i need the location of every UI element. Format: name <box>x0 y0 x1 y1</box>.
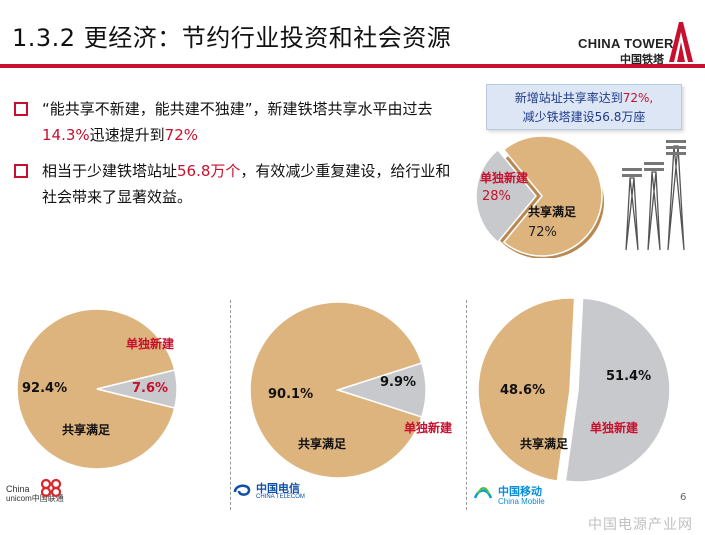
header-divider <box>0 64 705 68</box>
mobile-logo-text: China Mobile <box>498 497 545 506</box>
bullet-text: 迅速提升到 <box>89 126 165 144</box>
callout-text: 减少铁塔建设56.8万座 <box>522 110 646 124</box>
pie-slice <box>502 135 603 257</box>
pie-slice <box>16 308 176 470</box>
pie-value-label: 51.4% <box>606 369 651 384</box>
brand-name-cn: 中国铁塔 <box>620 53 664 66</box>
bullet-item: 相当于少建铁塔站址56.8万个，有效减少重复建设，给行业和社会带来了显著效益。 <box>12 158 452 210</box>
brand-name-en: CHINA TOWER <box>578 36 674 51</box>
pie-chart-telecom: 共享满足 单独新建 90.1% 9.9% <box>249 301 453 479</box>
bullet-text: “能共享不新建，能共建不独建”，新建铁塔共享水平由过去 <box>42 100 433 118</box>
mobile-wave-icon <box>473 487 493 499</box>
pie-category-label: 共享满足 <box>298 436 346 451</box>
china-tower-logo-icon <box>669 22 693 62</box>
page-title: 1.3.2 更经济：节约行业投资和社会资源 <box>12 24 452 52</box>
telecom-logo: 中国电信 CHINA TELECOM <box>232 478 342 508</box>
divider <box>230 300 231 510</box>
pie-value-label: 72% <box>528 225 557 240</box>
pie-chart-mobile: 共享满足 单独新建 48.6% 51.4% <box>477 297 671 483</box>
pie-value-label: 92.4% <box>22 381 67 396</box>
telecom-logo-text: 中国电信 <box>256 482 300 495</box>
mobile-logo: 中国移动 China Mobile <box>472 482 582 512</box>
pie-value-label: 48.6% <box>500 383 545 398</box>
bullet-list: “能共享不新建，能共建不独建”，新建铁塔共享水平由过去 14.3%迅速提升到72%… <box>12 96 452 220</box>
pie-category-label: 单独新建 <box>590 420 639 435</box>
pie-category-label: 单独新建 <box>126 336 175 351</box>
telecom-logo-text: CHINA TELECOM <box>256 494 305 500</box>
callout-box: 新增站址共享率达到72%, 减少铁塔建设56.8万座 <box>486 84 682 130</box>
callout-text: 新增站址共享率达到 <box>514 91 623 105</box>
bullet-text: 相当于少建铁塔站址 <box>42 162 178 180</box>
pie-value-label: 7.6% <box>132 381 168 396</box>
telecom-swirl-icon <box>233 484 251 496</box>
pie-category-label: 单独新建 <box>404 420 453 435</box>
unicom-knot-icon <box>40 478 62 498</box>
bullet-highlight: 72% <box>164 126 199 144</box>
bullet-box-icon <box>14 164 28 178</box>
bullet-box-icon <box>14 102 28 116</box>
bullet-text: ，有效减少重复建设，给行业和社会带来了显著效益。 <box>42 162 451 206</box>
pie-value-label: 28% <box>482 189 511 204</box>
unicom-logo-text: unicom中国联通 <box>6 494 64 503</box>
pie-slice <box>475 148 537 244</box>
callout-value: 72%, <box>622 91 654 105</box>
pie-category-label: 共享满足 <box>528 204 576 219</box>
tower-icon <box>622 140 686 251</box>
pie-category-label: 共享满足 <box>62 422 110 437</box>
bullet-item: “能共享不新建，能共建不独建”，新建铁塔共享水平由过去 14.3%迅速提升到72% <box>12 96 452 148</box>
pie-slice <box>477 297 576 482</box>
pie-chart-unicom: 共享满足 单独新建 92.4% 7.6% <box>16 308 178 470</box>
mobile-logo-text: 中国移动 <box>498 485 542 498</box>
pie-category-label: 单独新建 <box>480 170 529 185</box>
watermark: 中国电源产业网 <box>588 517 693 533</box>
page-number: 6 <box>680 492 687 503</box>
pie-category-label: 共享满足 <box>520 436 568 451</box>
divider <box>466 300 467 510</box>
pie-value-label: 90.1% <box>268 387 313 402</box>
pie-slice <box>96 369 178 409</box>
pie-slice <box>335 362 427 418</box>
bullet-highlight: 56.8万个 <box>177 162 241 180</box>
pie-value-label: 9.9% <box>380 375 416 390</box>
unicom-logo-text: China <box>6 484 30 494</box>
bullet-highlight: 14.3% <box>42 126 90 144</box>
unicom-logo: China unicom中国联通 <box>4 478 114 508</box>
pie-slice <box>564 297 671 483</box>
